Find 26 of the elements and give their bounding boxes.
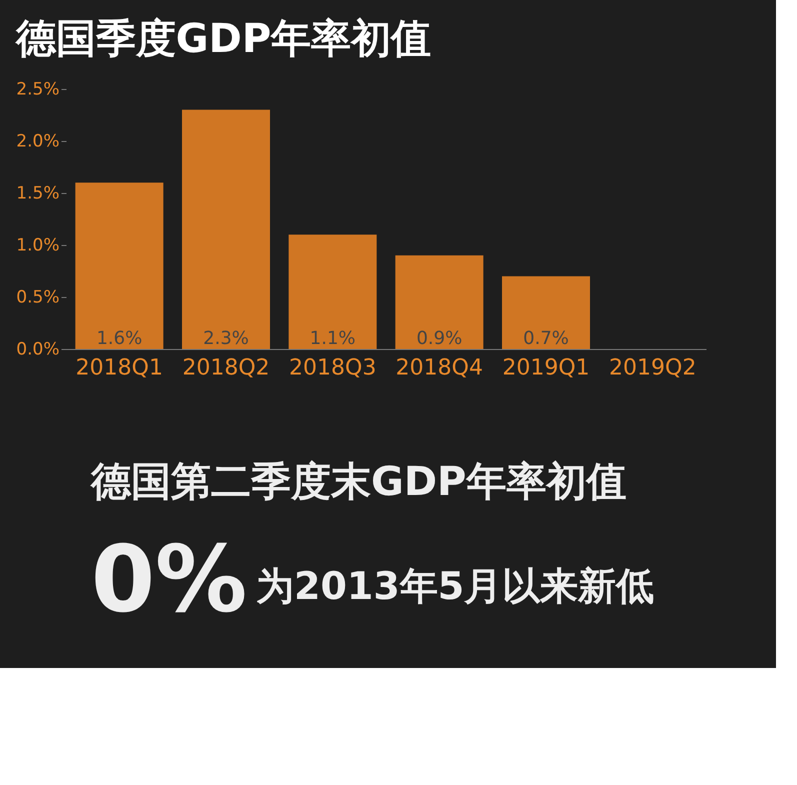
text: 为2013年5月以来新低 xyxy=(256,564,654,608)
data-label: 0.7% xyxy=(523,328,569,349)
chart-title: 德国季度GDP年率初值 xyxy=(14,16,432,62)
data-label: 1.1% xyxy=(310,328,356,349)
x-tick-label: 2018Q3 xyxy=(289,356,376,380)
y-tick-label: 0.5% xyxy=(16,288,60,308)
y-tick-label: 1.5% xyxy=(16,184,60,204)
x-tick-label: 2019Q2 xyxy=(609,356,696,380)
bar xyxy=(288,234,377,349)
y-tick-label: 1.0% xyxy=(16,236,60,256)
data-label: 2.3% xyxy=(203,328,249,349)
text: 0% xyxy=(91,526,248,633)
bar xyxy=(75,182,164,349)
data-label: 1.6% xyxy=(96,328,142,349)
text: 德国第二季度末GDP年率初值 xyxy=(90,459,626,505)
x-tick-label: 2019Q1 xyxy=(502,356,590,380)
y-tick-label: 2.0% xyxy=(16,132,60,152)
y-tick-label: 0.0% xyxy=(16,340,60,360)
bar xyxy=(182,110,270,349)
bar xyxy=(502,276,590,349)
x-tick-label: 2018Q4 xyxy=(396,356,483,380)
y-tick-label: 2.5% xyxy=(16,80,60,100)
data-label: 0.9% xyxy=(416,328,462,349)
x-tick-label: 2018Q1 xyxy=(76,356,163,380)
bar xyxy=(395,255,484,349)
x-tick-label: 2018Q2 xyxy=(182,356,270,380)
